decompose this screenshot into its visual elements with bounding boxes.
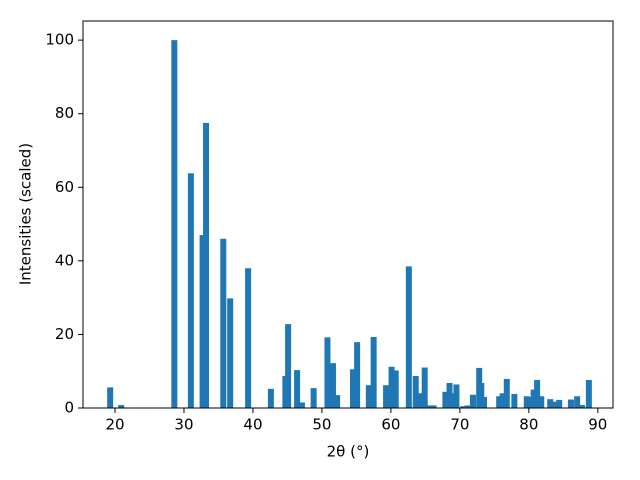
bar	[453, 384, 460, 408]
bar	[442, 391, 449, 408]
bar	[464, 405, 471, 408]
y-tick-label: 40	[55, 251, 74, 269]
bar	[285, 324, 292, 408]
y-tick-label: 20	[55, 325, 74, 343]
bar	[430, 405, 437, 408]
bar	[538, 396, 545, 408]
bar	[503, 378, 510, 408]
bar	[481, 396, 488, 408]
bar	[499, 393, 506, 408]
bar	[334, 395, 341, 408]
bar	[547, 399, 554, 408]
bar	[329, 363, 336, 408]
bar	[556, 399, 563, 408]
bar	[388, 366, 395, 408]
bar	[550, 401, 557, 408]
bar	[460, 406, 467, 408]
bar	[370, 337, 377, 408]
bar	[567, 399, 574, 408]
x-tick-label: 70	[450, 416, 469, 434]
x-tick-label: 50	[312, 416, 331, 434]
bar	[574, 396, 581, 408]
bar	[267, 388, 274, 408]
x-tick-label: 30	[174, 416, 193, 434]
x-axis-label: 2θ (°)	[327, 443, 370, 461]
bar	[478, 382, 485, 408]
y-axis-label: Intensities (scaled)	[17, 143, 35, 285]
bar	[187, 173, 194, 408]
bar	[426, 405, 433, 408]
bar	[298, 402, 305, 408]
bar	[496, 396, 503, 408]
bar	[383, 385, 390, 408]
bar	[199, 235, 206, 408]
bar	[294, 370, 301, 408]
bar	[578, 405, 585, 408]
bar	[324, 337, 331, 408]
bar	[418, 393, 425, 408]
bar	[310, 388, 317, 408]
bar	[107, 387, 114, 408]
bar	[171, 40, 178, 409]
x-tick-label: 60	[381, 416, 400, 434]
bar	[365, 385, 372, 408]
bar	[220, 238, 227, 408]
bar	[412, 375, 419, 408]
plot-frame	[82, 20, 614, 409]
bar	[203, 122, 210, 408]
bar	[349, 369, 356, 408]
bar	[527, 396, 534, 408]
x-tick-label: 80	[519, 416, 538, 434]
bar	[585, 380, 592, 408]
bar	[245, 268, 252, 408]
bar	[354, 342, 361, 408]
bar	[530, 389, 537, 408]
y-tick-label: 80	[55, 104, 74, 122]
y-tick-label: 60	[55, 178, 74, 196]
bar	[118, 405, 125, 408]
x-tick-label: 90	[588, 416, 607, 434]
bar	[392, 370, 399, 408]
bar	[523, 396, 530, 408]
bar	[405, 266, 412, 408]
x-tick-label: 20	[105, 416, 124, 434]
bar	[421, 367, 428, 408]
y-tick-label: 0	[64, 399, 74, 417]
bar	[449, 393, 456, 408]
bar	[511, 394, 518, 408]
bar	[469, 394, 476, 408]
bar	[534, 380, 541, 408]
bar	[227, 298, 234, 408]
y-tick-label: 100	[45, 31, 74, 49]
x-tick-label: 40	[243, 416, 262, 434]
